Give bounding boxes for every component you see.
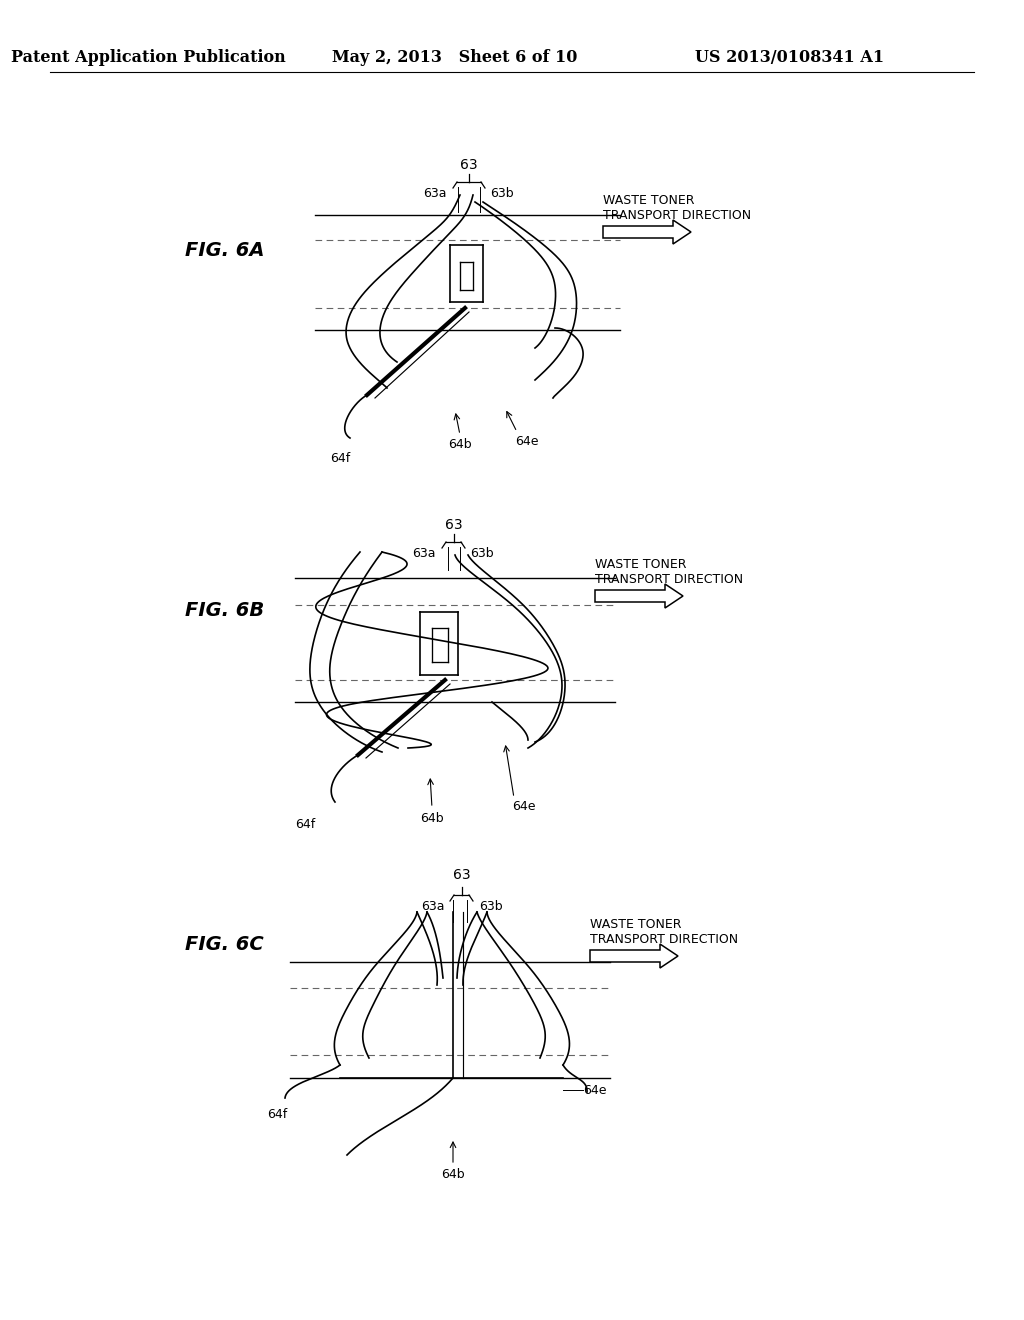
Text: 64e: 64e [515, 436, 539, 447]
Text: 63a: 63a [422, 900, 445, 913]
Text: 64b: 64b [449, 438, 472, 451]
Text: 64f: 64f [295, 818, 315, 832]
Text: 64e: 64e [512, 800, 536, 813]
Text: 64f: 64f [330, 451, 350, 465]
Text: 63: 63 [460, 158, 478, 172]
Text: 63b: 63b [479, 900, 503, 913]
Text: 63a: 63a [424, 187, 447, 201]
Text: 64e: 64e [583, 1084, 606, 1097]
Text: FIG. 6C: FIG. 6C [185, 936, 263, 954]
Text: Patent Application Publication: Patent Application Publication [10, 49, 286, 66]
Polygon shape [590, 944, 678, 968]
Polygon shape [603, 220, 691, 244]
Text: 64b: 64b [420, 812, 443, 825]
Text: 64b: 64b [441, 1168, 465, 1181]
Text: WASTE TONER
TRANSPORT DIRECTION: WASTE TONER TRANSPORT DIRECTION [603, 194, 752, 222]
Text: FIG. 6A: FIG. 6A [185, 240, 264, 260]
Text: 64f: 64f [267, 1107, 288, 1121]
Text: WASTE TONER
TRANSPORT DIRECTION: WASTE TONER TRANSPORT DIRECTION [595, 558, 743, 586]
Text: FIG. 6B: FIG. 6B [185, 601, 264, 619]
Polygon shape [595, 583, 683, 609]
Text: 63b: 63b [470, 546, 494, 560]
Text: 63: 63 [444, 517, 462, 532]
Text: 63b: 63b [490, 187, 514, 201]
Text: WASTE TONER
TRANSPORT DIRECTION: WASTE TONER TRANSPORT DIRECTION [590, 917, 738, 946]
Text: US 2013/0108341 A1: US 2013/0108341 A1 [695, 49, 885, 66]
Text: May 2, 2013   Sheet 6 of 10: May 2, 2013 Sheet 6 of 10 [333, 49, 578, 66]
Text: 63a: 63a [413, 546, 436, 560]
Text: 63: 63 [453, 869, 470, 882]
